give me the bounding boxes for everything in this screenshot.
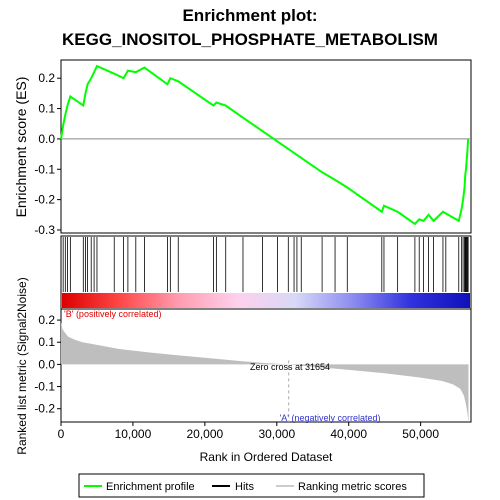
es-y-tick-label: -0.2 [34, 193, 55, 207]
x-axis: 0 10,000 20,000 30,000 40,000 50,000 [58, 422, 439, 441]
x-tick-label: 40,000 [330, 427, 367, 441]
metric-y-tick-label: -0.2 [34, 402, 55, 416]
x-tick-label: 20,000 [187, 427, 224, 441]
x-tick-label: 30,000 [258, 427, 295, 441]
legend-label-enrichment-profile: Enrichment profile [106, 481, 195, 493]
es-panel: 0.2 0.1 0.0 -0.1 -0.2 -0.3 Enrichment score (… [13, 59, 472, 237]
x-tick-label: 50,000 [402, 427, 439, 441]
chart-title-line2: KEGG_INOSITOL_PHOSPHATE_METABOLISM [62, 30, 438, 49]
legend-label-ranking-metric: Ranking metric scores [298, 481, 407, 493]
metric-y-tick-label: 0.1 [38, 335, 55, 349]
hits-panel [60, 235, 472, 310]
metric-y-tick-label: 0.0 [38, 357, 55, 371]
es-y-tick-label: -0.3 [34, 223, 55, 237]
ranking-metric-area [61, 322, 469, 424]
enrichment-profile-line [60, 64, 470, 226]
hit-markers [62, 237, 469, 292]
legend-frame [78, 473, 425, 498]
metric-y-axis: 0.2 0.1 0.0 -0.1 -0.2 [34, 313, 61, 416]
es-y-axis-label: Enrichment score (ES) [13, 77, 29, 218]
metric-y-tick-label: 0.2 [38, 313, 55, 327]
metric-panel: 0.2 0.1 0.0 -0.1 -0.2 'B' (positively correl… [15, 277, 472, 455]
x-axis-label: Rank in Ordered Dataset [200, 450, 333, 464]
es-y-axis: 0.2 0.1 0.0 -0.1 -0.2 -0.3 [34, 71, 61, 237]
legend-label-hits: Hits [235, 481, 254, 493]
metric-y-axis-label: Ranked list metric (Signal2Noise) [15, 277, 29, 454]
positive-correlation-label: 'B' (positively correlated) [64, 309, 161, 319]
x-tick-label: 0 [58, 427, 65, 441]
legend: Enrichment profile Hits Ranking metric s… [78, 473, 425, 498]
es-y-tick-label: 0.1 [38, 102, 55, 116]
rank-colorbar [62, 293, 470, 308]
x-tick-label: 10,000 [115, 427, 152, 441]
metric-y-tick-label: -0.1 [34, 380, 55, 394]
es-y-tick-label: 0.0 [38, 132, 55, 146]
chart-title-line1: Enrichment plot: [182, 6, 317, 25]
es-y-tick-label: 0.2 [38, 71, 55, 85]
negative-correlation-label: 'A' (negatively correlated) [280, 413, 381, 423]
zero-cross-label: Zero cross at 31654 [250, 362, 330, 372]
es-y-tick-label: -0.1 [34, 162, 55, 176]
es-panel-frame [60, 59, 472, 234]
